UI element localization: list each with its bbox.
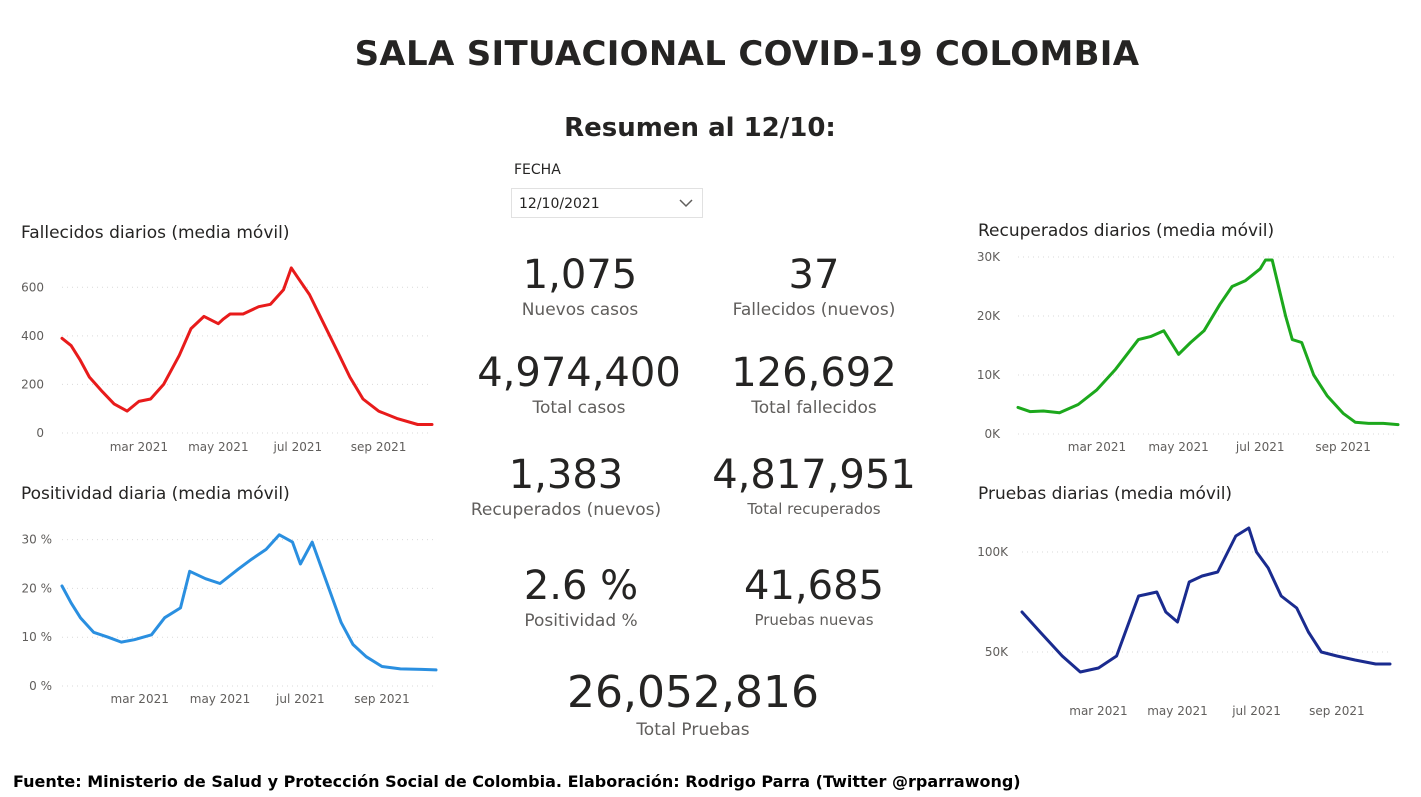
y-tick-label: 30 % [22, 533, 53, 547]
series-line-positividad [60, 533, 438, 672]
kpi-total-pruebas: 26,052,816 Total Pruebas [563, 667, 823, 741]
x-tick-label: jul 2021 [1231, 704, 1281, 718]
kpi-recuperados-nuevos: 1,383 Recuperados (nuevos) [436, 452, 696, 520]
kpi-value: 41,685 [744, 563, 884, 609]
chart-title-recuperados: Recuperados diarios (media móvil) [978, 221, 1275, 241]
y-tick-label: 0 [36, 426, 44, 440]
kpi-value: 37 [788, 252, 840, 298]
series-line-recuperados [1016, 258, 1400, 427]
y-tick-label: 200 [21, 377, 44, 391]
kpi-label: Pruebas nuevas [754, 611, 874, 629]
kpi-value: 2.6 % [523, 563, 639, 609]
y-tick-label: 0K [984, 427, 1001, 441]
chart-recuperados: 0K 10K 20K 30K mar 2021 may 2021 jul 2021 sep 2… [977, 250, 1400, 454]
kpi-label: Fallecidos (nuevos) [732, 300, 896, 320]
y-tick-label: 10K [977, 368, 1001, 382]
kpi-total-recuperados: 4,817,951 Total recuperados [684, 452, 944, 518]
chart-title-pruebas: Pruebas diarias (media móvil) [978, 484, 1233, 504]
y-tick-label: 30K [977, 250, 1001, 264]
x-tick-label: sep 2021 [354, 692, 410, 706]
x-tick-label: may 2021 [188, 440, 249, 454]
chart-pruebas: 50K 100K mar 2021 may 2021 jul 2021 sep 2021 [977, 526, 1392, 718]
y-tick-label: 10 % [22, 630, 53, 644]
x-tick-label: sep 2021 [351, 440, 407, 454]
y-tick-label: 20K [977, 309, 1001, 323]
page-title: SALA SITUACIONAL COVID-19 COLOMBIA [354, 34, 1140, 74]
x-tick-label: jul 2021 [275, 692, 325, 706]
y-tick-label: 0 % [29, 679, 52, 693]
kpi-label: Total fallecidos [751, 398, 877, 418]
kpi-value: 26,052,816 [567, 667, 819, 718]
x-tick-label: sep 2021 [1315, 440, 1371, 454]
kpi-value: 1,383 [508, 452, 624, 498]
y-tick-label: 400 [21, 329, 44, 343]
kpi-pruebas-nuevas: 41,685 Pruebas nuevas [684, 563, 944, 629]
y-tick-label: 100K [977, 545, 1009, 559]
kpi-label: Positividad % [524, 611, 638, 631]
kpi-label: Total casos [532, 398, 626, 418]
kpi-total-casos: 4,974,400 Total casos [449, 350, 709, 418]
kpi-label: Recuperados (nuevos) [470, 500, 662, 520]
series-line-pruebas [1020, 526, 1392, 674]
kpi-label: Total recuperados [747, 500, 881, 518]
x-tick-label: may 2021 [1147, 704, 1208, 718]
series-line-fallecidos [60, 266, 434, 426]
x-tick-label: may 2021 [190, 692, 251, 706]
kpi-value: 1,075 [522, 252, 638, 298]
x-tick-label: mar 2021 [1068, 440, 1126, 454]
kpi-value: 4,817,951 [712, 452, 916, 498]
chevron-down-icon [679, 199, 693, 208]
kpi-value: 4,974,400 [477, 350, 681, 396]
kpi-value: 126,692 [731, 350, 897, 396]
x-tick-label: mar 2021 [1069, 704, 1127, 718]
x-tick-label: mar 2021 [111, 692, 169, 706]
kpi-nuevos-casos: 1,075 Nuevos casos [450, 252, 710, 320]
kpi-total-fallecidos: 126,692 Total fallecidos [684, 350, 944, 418]
chart-positividad: 0 % 10 % 20 % 30 % mar 2021 may 2021 jul 2021 s… [22, 533, 438, 706]
chart-title-fallecidos: Fallecidos diarios (media móvil) [21, 223, 290, 243]
kpi-label: Total Pruebas [636, 720, 750, 740]
chart-fallecidos: 0 200 400 600 mar 2021 may 2021 jul 2021 sep 20… [21, 266, 434, 454]
x-tick-label: sep 2021 [1309, 704, 1365, 718]
x-tick-label: jul 2021 [272, 440, 322, 454]
kpi-fallecidos-nuevos: 37 Fallecidos (nuevos) [684, 252, 944, 320]
y-tick-label: 600 [21, 280, 44, 294]
y-tick-label: 50K [985, 645, 1009, 659]
page-subtitle: Resumen al 12/10: [564, 113, 836, 143]
x-tick-label: mar 2021 [110, 440, 168, 454]
date-slicer-label: FECHA [514, 162, 561, 178]
kpi-label: Nuevos casos [521, 300, 639, 320]
date-slicer-dropdown[interactable]: 12/10/2021 [511, 188, 703, 218]
date-slicer-value: 12/10/2021 [519, 196, 600, 212]
kpi-positividad: 2.6 % Positividad % [451, 563, 711, 631]
source-footer: Fuente: Ministerio de Salud y Protección… [13, 772, 1021, 791]
x-tick-label: jul 2021 [1235, 440, 1285, 454]
chart-title-positividad: Positividad diaria (media móvil) [21, 484, 290, 504]
x-tick-label: may 2021 [1148, 440, 1209, 454]
y-tick-label: 20 % [22, 581, 53, 595]
